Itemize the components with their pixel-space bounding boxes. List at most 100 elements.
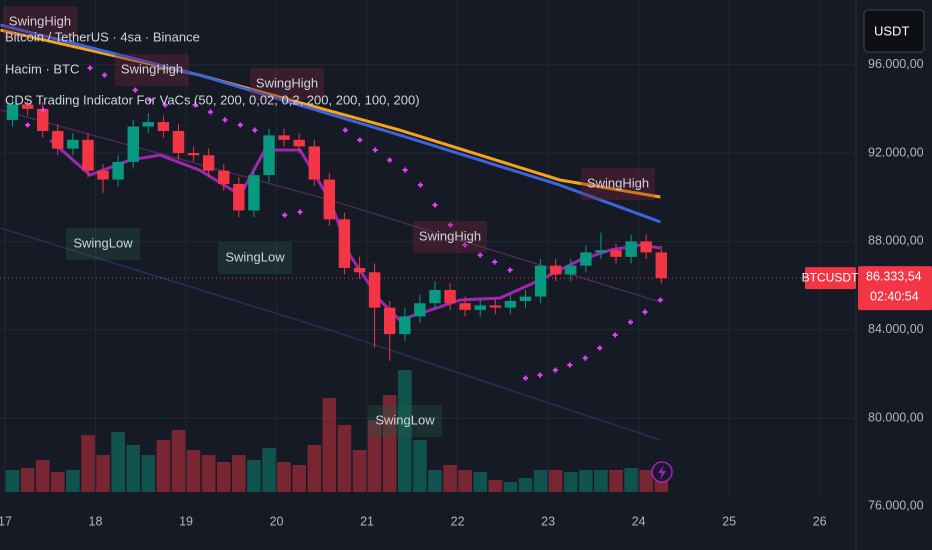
sar-dot — [447, 222, 453, 228]
sar-dot — [522, 375, 528, 381]
x-tick-label: 22 — [451, 514, 465, 528]
candle-body — [640, 241, 652, 253]
volume-bar — [292, 465, 306, 492]
volume-bar — [216, 462, 231, 492]
volume-bar — [66, 470, 80, 492]
candle-body — [399, 316, 411, 335]
swing-label: SwingLow — [73, 235, 133, 250]
volume-bar — [594, 470, 608, 492]
legend-volume: Hacim · BTC — [5, 61, 79, 76]
candle-body — [549, 265, 562, 275]
candle-body — [414, 303, 426, 317]
volume-bar — [277, 462, 291, 492]
sar-dot — [87, 65, 93, 71]
currency-label[interactable]: USDT — [874, 23, 909, 38]
volume-bar — [186, 450, 201, 492]
alert-bolt — [658, 465, 666, 480]
swing-box — [250, 68, 324, 100]
sar-dot — [222, 117, 228, 123]
volume-bar — [307, 445, 322, 492]
candle-body — [610, 250, 622, 257]
y-tick-label: 80.000,00 — [868, 410, 924, 424]
candle-body — [293, 139, 305, 147]
volume-bar — [50, 472, 65, 492]
swing-box — [115, 54, 189, 86]
volume-bar — [201, 455, 216, 492]
date-axis — [0, 493, 856, 550]
y-tick-label: 84.000,00 — [868, 322, 924, 336]
candle-body — [323, 179, 336, 220]
volume-bar — [533, 470, 548, 492]
volume-bar — [247, 460, 261, 492]
sar-dot — [25, 122, 31, 128]
candle-body — [202, 155, 215, 171]
volume-bar — [111, 432, 125, 492]
volume-bar — [352, 450, 367, 492]
plot — [0, 0, 855, 507]
sar-dot — [387, 157, 393, 163]
volume-bar — [81, 435, 95, 492]
sar-dot — [507, 267, 513, 273]
volume-bar — [609, 470, 623, 492]
x-tick-label: 17 — [0, 514, 12, 528]
candle-body — [97, 170, 109, 180]
volume-bar — [96, 455, 110, 492]
candle-body — [112, 161, 124, 180]
sar-dot — [402, 167, 408, 173]
volume-bar — [5, 470, 20, 492]
candle-body — [625, 241, 637, 257]
candle-body — [52, 130, 64, 149]
sar-dot — [612, 332, 618, 338]
candle-body — [338, 219, 351, 268]
volume-bar — [548, 470, 563, 492]
swing-label: SwingHigh — [256, 75, 318, 90]
sar-dot — [628, 319, 633, 325]
volume-bar — [488, 480, 503, 492]
candle-body — [127, 126, 139, 162]
volume-bar — [639, 470, 653, 492]
candle-body — [6, 104, 19, 120]
swing-box — [218, 242, 292, 274]
symbol-label: BTCUSDT — [802, 270, 859, 284]
sar-dot — [567, 362, 573, 368]
sar-dot — [162, 102, 168, 108]
x-tick-label: 26 — [813, 514, 827, 528]
sar-dot — [297, 209, 303, 215]
swing-box — [413, 221, 487, 253]
sar-dot — [552, 367, 558, 373]
candle-body — [233, 183, 245, 211]
x-tick-label: 19 — [179, 514, 193, 528]
currency-button[interactable] — [863, 9, 925, 53]
price-label: 86.333,54 — [866, 269, 922, 283]
volume-bar — [141, 455, 156, 492]
volume-bar — [20, 468, 35, 492]
volume-bar — [382, 395, 397, 492]
candle-body — [157, 122, 170, 131]
candle-body — [444, 289, 456, 304]
sar-dot — [237, 122, 243, 128]
x-tick-label: 24 — [632, 514, 646, 528]
indicator-line — [49, 138, 661, 322]
swing-box — [368, 405, 442, 437]
volume-bar — [156, 440, 171, 492]
y-tick-label: 92.000,00 — [868, 145, 924, 159]
volume-bar — [473, 472, 488, 492]
countdown-label: 02:40:54 — [870, 289, 919, 303]
sar-dot — [252, 127, 258, 133]
candle-body — [308, 146, 321, 180]
volume-bar — [563, 472, 578, 492]
indicator-line — [0, 23, 661, 224]
candle-body — [263, 135, 275, 176]
swing-label: SwingHigh — [419, 228, 481, 243]
volume-bar — [171, 430, 186, 492]
candle-body — [580, 252, 592, 266]
volume-bar — [428, 470, 442, 492]
swing-label: SwingHigh — [121, 61, 183, 76]
volume-bar — [262, 448, 276, 492]
x-tick-label: 20 — [270, 514, 284, 528]
sar-dot — [642, 309, 648, 315]
volume-bar — [337, 425, 352, 492]
volume-bar — [458, 470, 472, 492]
volume-bar — [322, 398, 337, 492]
